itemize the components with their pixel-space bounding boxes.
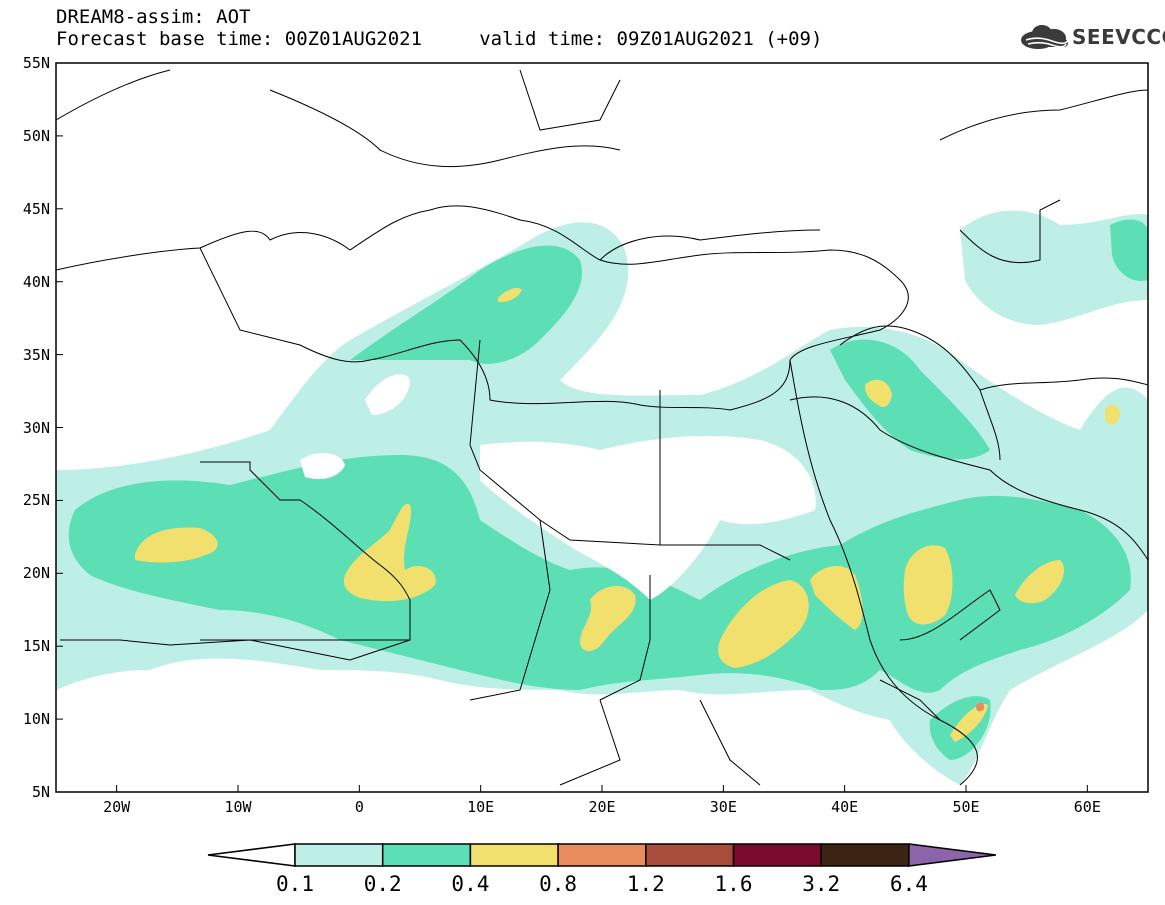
lat-label: 30N <box>22 418 50 437</box>
aot-band-0.2-iraq <box>830 339 990 460</box>
lat-label: 35N <box>22 345 50 364</box>
colorbar-level: 1.6 <box>714 872 753 896</box>
logo-text: SEEVCCC <box>1072 25 1165 49</box>
lon-label: 10W <box>224 798 252 816</box>
lon-label: 20E <box>588 798 616 816</box>
colorbar-swatch <box>294 843 384 867</box>
colorbar-level: 0.2 <box>363 872 402 896</box>
aot-band-0.8-somalia <box>976 702 985 712</box>
aot-band-0.4-iraq <box>865 379 892 407</box>
aot-band-0.4-iran <box>1105 404 1120 425</box>
colorbar-swatch <box>469 843 559 867</box>
colorbar-swatch <box>557 843 647 867</box>
colorbar-swatch <box>381 843 472 867</box>
lat-label: 50N <box>22 126 50 145</box>
aot-band-0.4-chad <box>580 585 636 652</box>
aot-clear-morocco <box>300 453 345 480</box>
aot-band-0.4-italy <box>498 287 522 303</box>
lon-label: 60E <box>1073 798 1101 816</box>
lon-label: 40E <box>831 798 859 816</box>
colorbar-level: 0.8 <box>539 872 578 896</box>
lat-label: 5N <box>31 783 50 801</box>
lon-label: 0 <box>354 798 364 816</box>
colorbar-level: 0.1 <box>276 872 314 896</box>
aot-field <box>56 210 1148 785</box>
lon-label: 20W <box>103 798 131 816</box>
seevccc-logo <box>1021 25 1069 49</box>
colorbar-swatch <box>645 843 735 867</box>
country-borders <box>56 69 1148 786</box>
lon-label: 10E <box>467 798 495 816</box>
lon-label: 50E <box>952 798 980 816</box>
lat-label: 55N <box>22 54 50 72</box>
colorbar-level: 6.4 <box>889 872 928 896</box>
aot-clear-algeria <box>365 374 410 415</box>
lat-label: 20N <box>22 564 50 583</box>
lat-label: 15N <box>22 637 50 656</box>
aot-band-0.4-eritrea <box>810 565 863 630</box>
aot-band-0.1-caspian <box>960 210 1148 325</box>
aot-band-0.4-arabia <box>903 545 953 625</box>
colorbar-under-arrow <box>207 843 296 867</box>
colorbar <box>207 843 996 867</box>
colorbar-level: 0.4 <box>451 872 490 896</box>
aot-band-0.4-mauritania <box>135 527 218 563</box>
lat-label: 40N <box>22 272 50 291</box>
colorbar-over-arrow <box>908 843 996 867</box>
lat-label: 25N <box>22 491 50 510</box>
colorbar-swatch <box>732 843 822 867</box>
aot-band-0.2-sahara <box>68 455 1131 693</box>
colorbar-level: 3.2 <box>802 872 841 896</box>
lat-label: 10N <box>22 710 50 729</box>
aot-band-0.2-caspian <box>1110 219 1148 281</box>
lon-label: 30E <box>709 798 737 816</box>
colorbar-level: 1.2 <box>626 872 665 896</box>
aot-clear-libya-egypt <box>480 435 816 600</box>
aot-band-0.4-oman <box>1015 560 1065 604</box>
aot-band-0.4-mali <box>343 503 436 602</box>
aot-band-0.4-somalia <box>950 704 988 742</box>
colorbar-swatch <box>820 843 910 867</box>
aot-band-0.4-sudan <box>718 580 809 668</box>
aot-band-0.2-italy <box>350 245 582 364</box>
map-title: DREAM8-assim: AOT <box>56 6 251 28</box>
forecast-time-line: Forecast base time: 00Z01AUG2021 valid t… <box>56 28 823 50</box>
lat-label: 45N <box>22 199 50 218</box>
